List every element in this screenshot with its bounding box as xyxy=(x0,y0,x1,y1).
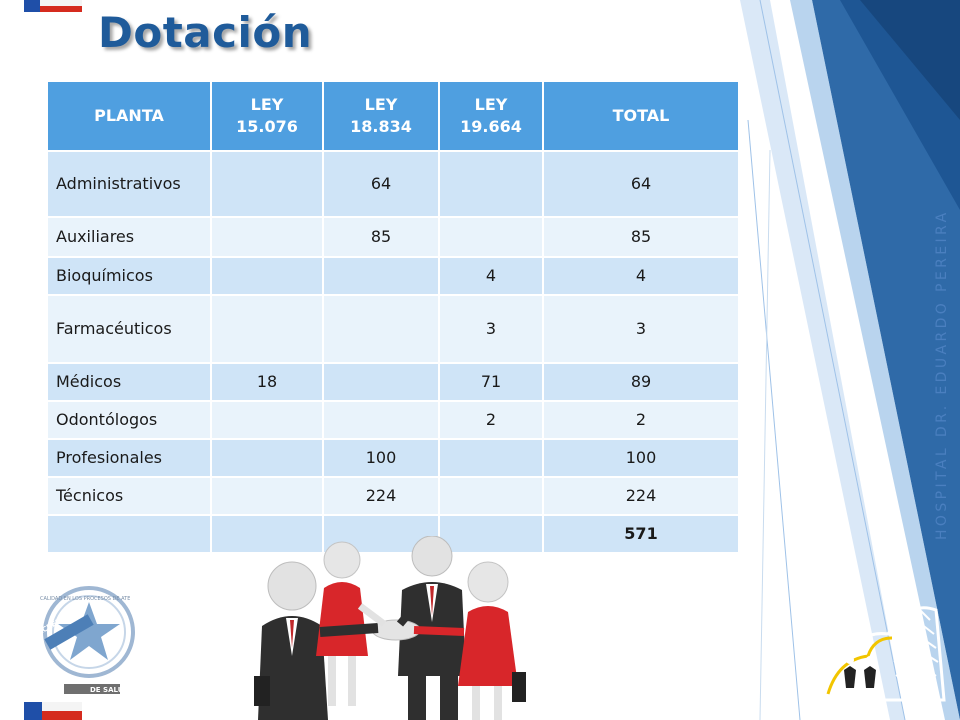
table-cell xyxy=(438,216,544,258)
table-cell xyxy=(210,294,324,364)
dotacion-table: PLANTA LEY 15.076 LEY 18.834 LEY 19.664 … xyxy=(46,80,740,554)
table-cell xyxy=(322,400,440,440)
table-cell xyxy=(322,362,440,402)
table-cell: 18 xyxy=(210,362,324,402)
grand-total-cell: 571 xyxy=(542,514,740,554)
table-row: Bioquímicos 4 4 xyxy=(46,256,740,296)
table-cell: 4 xyxy=(542,256,740,296)
column-header: LEY 18.834 xyxy=(322,80,440,152)
table-row: Profesionales 100 100 xyxy=(46,438,740,478)
table-cell xyxy=(210,514,324,554)
column-header: TOTAL xyxy=(542,80,740,152)
column-header: LEY 19.664 xyxy=(438,80,544,152)
table-cell xyxy=(322,256,440,296)
table-cell: 89 xyxy=(542,362,740,402)
table-cell: Administrativos xyxy=(46,150,212,218)
table-cell: 71 xyxy=(438,362,544,402)
table-cell: 100 xyxy=(322,438,440,478)
table-cell: Odontólogos xyxy=(46,400,212,440)
table-cell: 85 xyxy=(542,216,740,258)
table-cell: 64 xyxy=(322,150,440,218)
table-cell xyxy=(210,216,324,258)
hospital-logo xyxy=(822,598,946,702)
table-cell: 85 xyxy=(322,216,440,258)
slide-title: Dotación xyxy=(98,8,313,57)
table-cell: Profesionales xyxy=(46,438,212,478)
table-cell xyxy=(210,256,324,296)
table-row: Médicos 18 71 89 xyxy=(46,362,740,402)
table-row: Administrativos 64 64 xyxy=(46,150,740,218)
table-cell: 224 xyxy=(542,476,740,516)
chile-flag-ribbon-bottom xyxy=(24,702,82,720)
table-cell: 2 xyxy=(542,400,740,440)
table-cell xyxy=(438,438,544,478)
accreditation-footer-text: DE SALUD xyxy=(90,686,130,694)
accreditation-logo xyxy=(43,586,135,694)
teamwork-illustration xyxy=(254,536,526,720)
table-cell xyxy=(322,294,440,364)
accreditation-ring-text: CALIDAD EN LOS PROCESOS DE ATENCIÓN EN S… xyxy=(40,596,130,602)
table-cell: Bioquímicos xyxy=(46,256,212,296)
table-cell xyxy=(210,476,324,516)
table-cell: Médicos xyxy=(46,362,212,402)
table-cell xyxy=(210,400,324,440)
table-cell: 224 xyxy=(322,476,440,516)
hospital-vertical-label: HOSPITAL DR. EDUARDO PEREIRA xyxy=(934,209,950,540)
table-header-row: PLANTA LEY 15.076 LEY 18.834 LEY 19.664 … xyxy=(46,80,740,152)
table-cell: Farmacéuticos xyxy=(46,294,212,364)
table-cell xyxy=(438,150,544,218)
table-cell: 2 xyxy=(438,400,544,440)
column-header: PLANTA xyxy=(46,80,212,152)
table-cell xyxy=(210,150,324,218)
chile-flag-ribbon-top xyxy=(24,0,82,12)
table-cell: 4 xyxy=(438,256,544,296)
table-cell: 3 xyxy=(438,294,544,364)
column-header: LEY 15.076 xyxy=(210,80,324,152)
table-cell: 64 xyxy=(542,150,740,218)
table-cell xyxy=(210,438,324,478)
table-row: Farmacéuticos 3 3 xyxy=(46,294,740,364)
table-cell: 100 xyxy=(542,438,740,478)
table-cell xyxy=(438,514,544,554)
table-row: Odontólogos 2 2 xyxy=(46,400,740,440)
table-row: Auxiliares 85 85 xyxy=(46,216,740,258)
table-cell xyxy=(46,514,212,554)
table-cell: Técnicos xyxy=(46,476,212,516)
table-cell xyxy=(438,476,544,516)
table-row: Técnicos 224 224 xyxy=(46,476,740,516)
table-cell: Auxiliares xyxy=(46,216,212,258)
table-cell: 3 xyxy=(542,294,740,364)
